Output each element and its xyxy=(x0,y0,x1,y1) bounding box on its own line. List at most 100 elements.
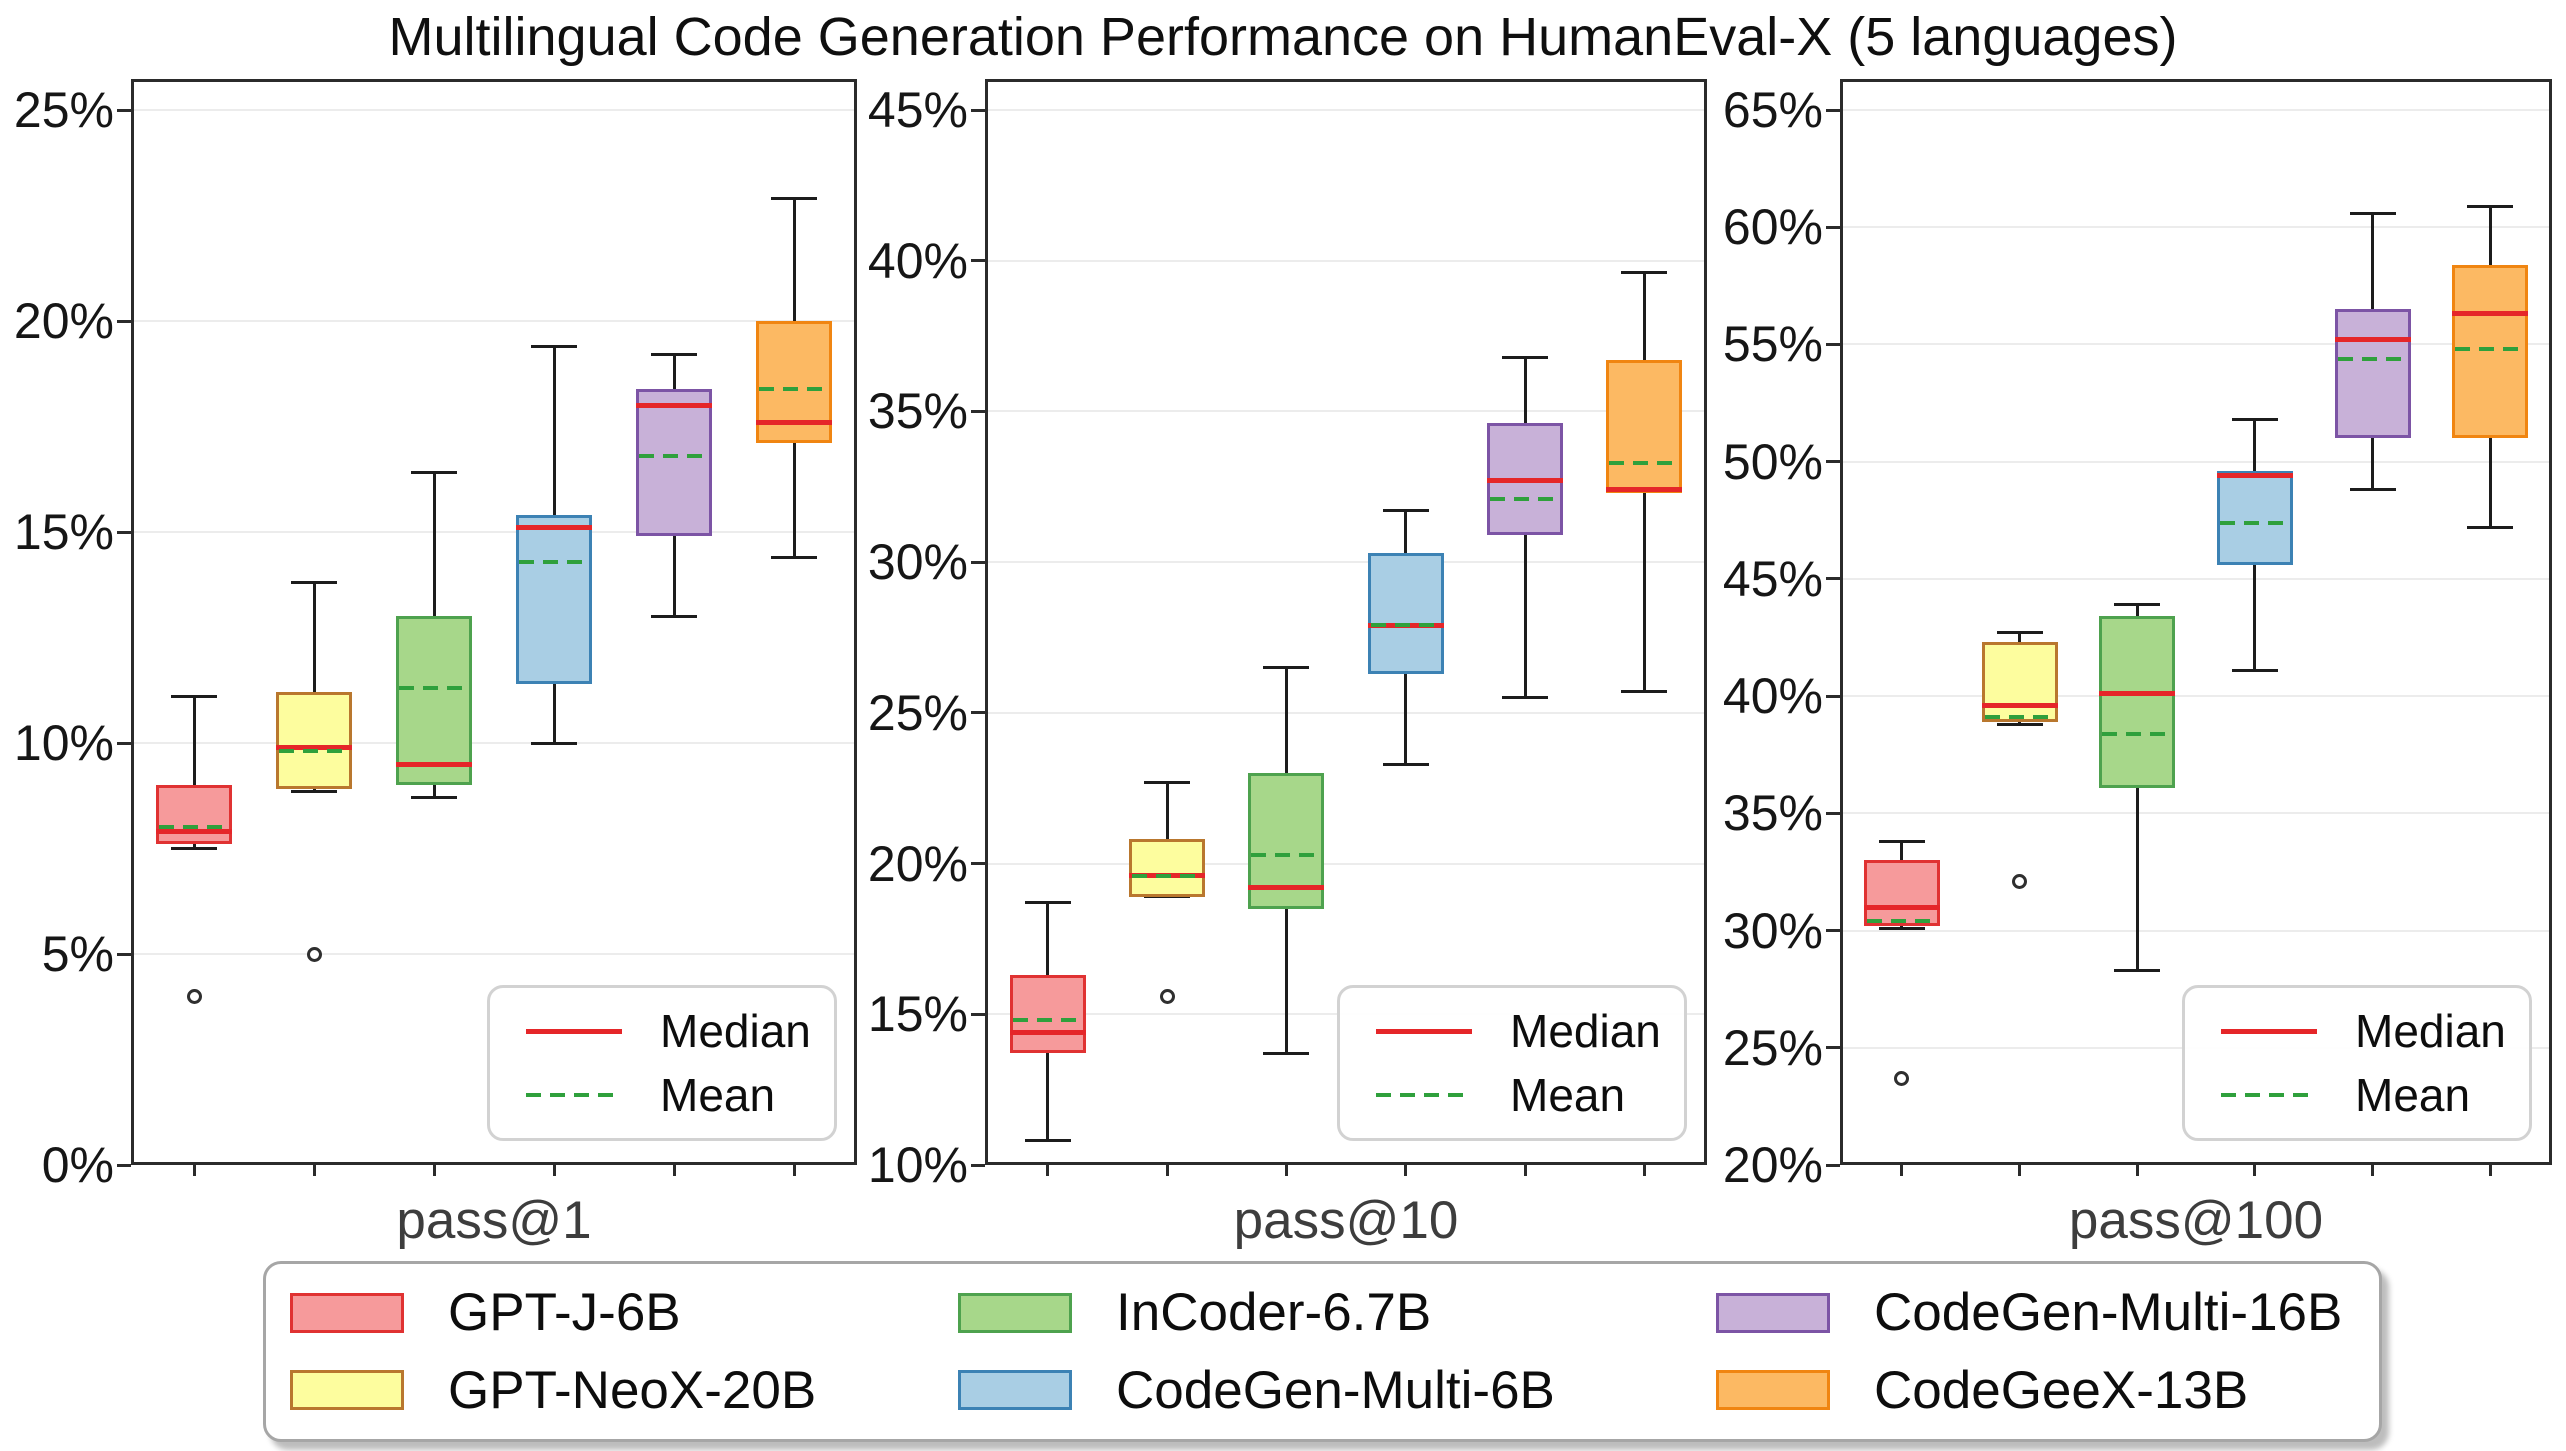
y-tick-mark xyxy=(117,741,131,745)
outlier-point xyxy=(306,946,322,962)
x-tick-mark xyxy=(1165,1162,1169,1176)
y-tick-mark xyxy=(117,108,131,112)
box-InCoder-6.7B xyxy=(2099,616,2176,788)
mean-label: Mean xyxy=(660,1069,776,1121)
y-tick-mark xyxy=(1826,460,1840,464)
plot-area-pass-at-10: 10% 15% 20% 25% 30% 35% 40% 45% xyxy=(868,82,1704,1193)
whisker-cap-high xyxy=(2114,603,2161,607)
median-label: Median xyxy=(1510,1005,1661,1057)
plot-area-pass-at-100: 20% 25% 30% 35% 40% 45% 50% 55% 60% 65% xyxy=(1723,82,2549,1193)
legend-item-CodeGeeX-13B: CodeGeeX-13B xyxy=(1716,1360,2369,1421)
mean-line xyxy=(639,454,709,459)
legend-item-CodeGen-Multi-16B: CodeGen-Multi-16B xyxy=(1716,1282,2369,1343)
y-tick-mark xyxy=(1826,694,1840,698)
legend-item-CodeGen-Multi-6B: CodeGen-Multi-6B xyxy=(958,1360,1716,1421)
box-GPT-NeoX-20B xyxy=(1129,839,1205,897)
median-line xyxy=(1248,885,1325,891)
box-CodeGeeX-13B xyxy=(2452,264,2529,439)
whisker-cap-high xyxy=(1024,901,1071,905)
y-tick-mark xyxy=(971,259,985,263)
gridline xyxy=(1843,460,2549,463)
whisker-cap-low xyxy=(1382,762,1429,766)
panel-pass-at-10: 10% 15% 20% 25% 30% 35% 40% 45% Median Mean pas… xyxy=(868,79,1707,1250)
y-tick-label: 15% xyxy=(867,986,968,1043)
median-line xyxy=(156,829,232,835)
y-tick-label: 25% xyxy=(867,684,968,741)
legend-row-mean: Mean xyxy=(2221,1068,2529,1122)
whisker-cap-low xyxy=(171,847,217,850)
y-tick-label: 5% xyxy=(41,926,114,982)
gridline xyxy=(134,320,854,322)
whisker-cap-low xyxy=(1502,696,1548,700)
whisker-cap-high xyxy=(171,695,217,699)
whisker-line xyxy=(192,696,196,849)
x-tick-mark xyxy=(2135,1162,2139,1176)
legend-item-label: CodeGeeX-13B xyxy=(1874,1360,2249,1420)
median-line xyxy=(2216,473,2293,479)
x-axis-label-pass-at-100: pass@100 xyxy=(2068,1191,2324,1250)
y-tick-mark xyxy=(1826,577,1840,581)
median-line xyxy=(516,525,592,531)
median-line xyxy=(756,419,832,425)
mean-line xyxy=(1490,496,1560,501)
gridline xyxy=(988,561,1704,564)
y-tick-label: 25% xyxy=(1722,1019,1823,1076)
y-tick-mark xyxy=(1826,929,1840,933)
y-tick-label: 25% xyxy=(13,82,114,138)
whisker-line xyxy=(1165,782,1169,897)
y-tick-label: 0% xyxy=(41,1137,114,1193)
whisker-cap-high xyxy=(2231,417,2278,421)
whisker-cap-high xyxy=(1878,839,1925,843)
median-line-sample xyxy=(526,1028,622,1034)
x-tick-mark xyxy=(552,1162,556,1176)
mean-line xyxy=(1132,873,1202,878)
plot-area-pass-at-1: 0% 5% 10% 15% 20% 25% xyxy=(14,82,854,1193)
median-line xyxy=(276,744,352,750)
whisker-cap-low xyxy=(2231,668,2278,672)
whisker-cap-low xyxy=(651,614,697,618)
whisker-cap-high xyxy=(771,197,817,201)
gridline xyxy=(1843,929,2549,932)
outlier-point xyxy=(1894,1070,1910,1086)
gridline xyxy=(988,109,1704,111)
mean-line xyxy=(1370,623,1441,628)
y-tick-label: 35% xyxy=(867,383,968,440)
mean-line xyxy=(1984,715,2055,720)
y-tick-mark xyxy=(117,530,131,534)
box-CodeGen-Multi-6B xyxy=(2216,471,2293,565)
y-tick-label: 45% xyxy=(867,82,968,138)
model-legend: GPT-J-6B InCoder-6.7B CodeGen-Multi-16B GPT… xyxy=(263,1261,2382,1442)
y-tick-mark xyxy=(117,952,131,956)
y-tick-mark xyxy=(971,1012,985,1016)
outlier-point xyxy=(186,988,202,1004)
median-label: Median xyxy=(660,1005,811,1057)
y-tick-mark xyxy=(971,560,985,564)
x-tick-mark xyxy=(2253,1162,2257,1176)
y-tick-label: 20% xyxy=(1722,1137,1823,1193)
y-tick-mark xyxy=(971,108,985,112)
legend-item-InCoder-6.7B: InCoder-6.7B xyxy=(958,1282,1716,1343)
y-tick-label: 50% xyxy=(1722,433,1823,490)
legend-color-patch xyxy=(1716,1292,1830,1333)
whisker-cap-low xyxy=(411,796,457,800)
y-tick-label: 35% xyxy=(1722,785,1823,842)
legend-item-label: CodeGen-Multi-16B xyxy=(1874,1283,2343,1343)
y-tick-mark xyxy=(1826,1163,1840,1167)
legend-item-label: CodeGen-Multi-6B xyxy=(1116,1360,1555,1420)
x-tick-mark xyxy=(1284,1162,1288,1176)
whisker-cap-low xyxy=(1024,1139,1071,1143)
y-tick-label: 60% xyxy=(1722,199,1823,256)
x-tick-mark xyxy=(1523,1162,1527,1176)
whisker-cap-high xyxy=(1502,355,1548,359)
median-line xyxy=(2452,311,2529,317)
y-tick-label: 40% xyxy=(1722,668,1823,725)
gridline xyxy=(1843,226,2549,229)
box-CodeGen-Multi-16B xyxy=(2334,309,2411,439)
y-tick-label: 45% xyxy=(1722,550,1823,607)
y-tick-label: 30% xyxy=(867,534,968,591)
median-line xyxy=(1981,702,2058,708)
mean-line xyxy=(2219,520,2290,525)
whisker-cap-high xyxy=(1263,666,1310,670)
legend-color-patch xyxy=(290,1292,404,1333)
whisker-cap-low xyxy=(2467,525,2514,529)
